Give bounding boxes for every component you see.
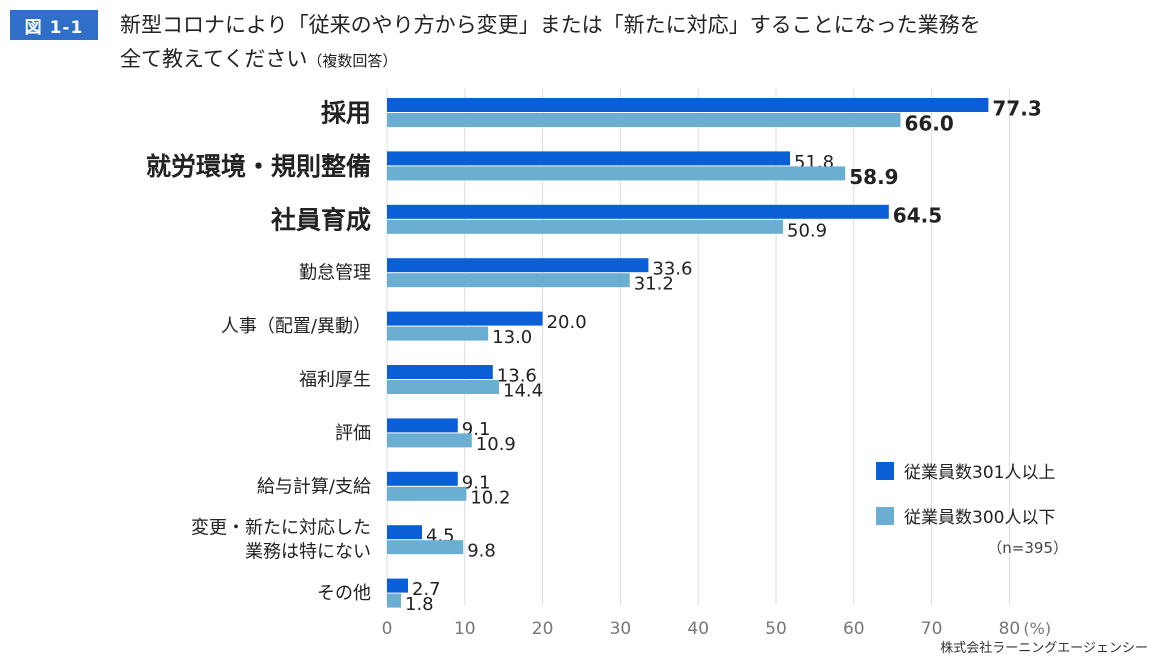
bar-series1-6: [387, 418, 458, 433]
category-label-8-line-1: 業務は特にない: [245, 542, 371, 563]
value-label-series2-1: 58.9: [849, 165, 898, 189]
category-label-3: 勤怠管理: [299, 263, 371, 284]
value-label-series2-0: 66.0: [904, 112, 953, 136]
x-tick-label-60: 60: [843, 619, 865, 639]
chart-title-note: （複数回答）: [307, 52, 398, 70]
value-label-series1-2: 64.5: [893, 203, 942, 227]
legend-swatch-series2: [876, 507, 894, 525]
category-label-9-line-0: その他: [317, 583, 371, 604]
category-label-2: 社員育成: [271, 205, 371, 234]
bar-series2-1: [387, 166, 846, 181]
legend-label-series2: 従業員数300人以下: [904, 508, 1055, 528]
bar-series1-9: [387, 578, 409, 593]
value-label-series1-3: 33.6: [652, 259, 692, 280]
bar-series2-2: [387, 219, 784, 234]
x-tick-label-50: 50: [765, 619, 787, 639]
category-label-5: 福利厚生: [299, 370, 371, 391]
category-label-9: その他: [317, 583, 371, 604]
category-label-8-line-0: 変更・新たに対応した: [191, 518, 371, 539]
value-label-series1-9: 2.7: [412, 579, 441, 600]
value-label-series2-9: 1.8: [405, 594, 434, 615]
category-label-3-line-0: 勤怠管理: [299, 263, 371, 284]
bar-series2-0: [387, 113, 901, 127]
category-label-6: 評価: [335, 423, 371, 444]
value-label-series2-7: 10.2: [470, 487, 510, 508]
chart-title-line1: 新型コロナにより「従来のやり方から変更」または「新たに対応」することになった業務…: [120, 13, 981, 37]
category-label-4: 人事（配置/異動）: [221, 316, 371, 337]
value-label-series1-7: 9.1: [462, 472, 491, 493]
value-label-series1-5: 13.6: [497, 366, 537, 387]
x-axis-unit: (%): [1023, 619, 1051, 638]
x-tick-label-30: 30: [610, 619, 632, 639]
category-label-8: 変更・新たに対応した業務は特にない: [191, 518, 371, 563]
value-label-series1-0: 77.3: [992, 97, 1041, 121]
x-tick-label-70: 70: [921, 619, 943, 639]
bar-series1-1: [387, 151, 791, 166]
bar-series1-8: [387, 525, 423, 540]
chart-title-line2: 全て教えてください（複数回答）: [120, 42, 1120, 78]
bar-series2-4: [387, 326, 489, 341]
bar-series2-9: [387, 593, 402, 608]
value-label-series2-8: 9.8: [467, 541, 496, 562]
category-label-1: 就労環境・規則整備: [146, 152, 371, 181]
value-label-series2-2: 50.9: [787, 220, 827, 241]
bar-series2-7: [387, 486, 467, 501]
bar-series1-3: [387, 258, 649, 273]
x-tick-label-0: 0: [382, 619, 393, 639]
category-label-7-line-0: 給与計算/支給: [257, 476, 371, 497]
value-label-series1-4: 20.0: [547, 312, 587, 333]
bar-series1-4: [387, 311, 543, 326]
source-credit: 株式会社ラーニングエージェンシー: [940, 641, 1148, 656]
bar-series2-5: [387, 380, 500, 394]
value-label-series2-5: 14.4: [503, 381, 543, 402]
x-tick-label-40: 40: [687, 619, 709, 639]
bar-series1-5: [387, 365, 493, 379]
legend-swatch-series1: [876, 462, 894, 480]
value-label-series2-3: 31.2: [634, 274, 674, 295]
category-label-0-line-0: 採用: [321, 99, 371, 128]
x-tick-label-80: 80: [999, 619, 1021, 639]
bar-series1-2: [387, 204, 889, 219]
chart-title: 新型コロナにより「従来のやり方から変更」または「新たに対応」することになった業務…: [120, 8, 1120, 78]
x-tick-label-20: 20: [532, 619, 554, 639]
bar-series2-3: [387, 273, 630, 288]
bar-series1-0: [387, 98, 989, 112]
category-label-0: 採用: [321, 99, 371, 128]
category-label-7: 給与計算/支給: [257, 476, 371, 497]
category-label-6-line-0: 評価: [335, 423, 371, 444]
legend-label-series1: 従業員数301人以上: [904, 463, 1055, 483]
value-label-series2-6: 10.9: [476, 434, 516, 455]
figure-label-badge: 図 1-1: [10, 10, 98, 40]
category-label-1-line-0: 就労環境・規則整備: [146, 152, 371, 181]
category-label-2-line-0: 社員育成: [271, 205, 371, 234]
category-label-4-line-0: 人事（配置/異動）: [221, 316, 371, 337]
bar-series1-7: [387, 471, 458, 486]
bar-series2-6: [387, 433, 472, 448]
value-label-series2-4: 13.0: [492, 327, 532, 348]
sample-size-note: （n=395）: [987, 539, 1068, 557]
x-tick-label-10: 10: [454, 619, 476, 639]
category-label-5-line-0: 福利厚生: [299, 370, 371, 391]
chart-title-line2-text: 全て教えてください: [120, 47, 308, 71]
bar-series2-8: [387, 540, 464, 555]
